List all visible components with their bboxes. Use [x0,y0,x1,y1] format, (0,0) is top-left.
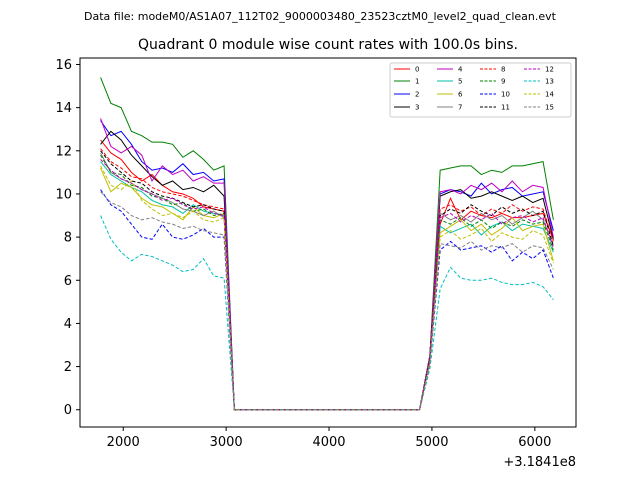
x-tick-label: 2000 [107,435,140,450]
legend-label-8: 8 [501,66,505,74]
y-tick-label: 14 [55,101,72,116]
legend-label-11: 11 [501,104,510,112]
y-tick-label: 0 [64,403,72,418]
y-tick-label: 4 [64,317,72,332]
y-tick-label: 12 [55,144,72,159]
legend-label-6: 6 [458,91,463,99]
series-layer [100,77,554,411]
y-tick-label: 8 [64,231,72,246]
y-tick-label: 10 [55,187,72,202]
series-line-15 [100,191,554,411]
legend-label-7: 7 [458,104,462,112]
legend-box [389,62,572,118]
y-tick-label: 2 [64,360,72,375]
legend-label-13: 13 [545,78,554,86]
legend-label-14: 14 [545,91,554,99]
chart-title: Quadrant 0 module wise count rates with … [138,37,518,53]
y-tick-label: 6 [64,274,72,289]
x-tick-label: 6000 [518,435,551,450]
legend-label-9: 9 [501,78,505,86]
chart-suptitle: Data file: modeM0/AS1A07_112T02_90000034… [84,10,557,23]
legend-label-0: 0 [415,66,419,74]
legend-label-2: 2 [415,91,419,99]
plot-area [79,57,577,428]
x-tick-label: 5000 [415,435,448,450]
legend-label-12: 12 [545,66,554,74]
y-tick-label: 16 [55,58,72,73]
legend-label-15: 15 [545,104,554,112]
x-tick-label: 3000 [210,435,243,450]
legend-label-10: 10 [501,91,510,99]
x-tick-label: 4000 [312,435,345,450]
legend-label-5: 5 [458,78,462,86]
legend-label-4: 4 [458,66,463,74]
series-line-9 [100,154,554,411]
legend-label-1: 1 [415,78,419,86]
x-offset-label: +3.1841e8 [503,455,576,470]
legend-label-3: 3 [415,104,419,112]
